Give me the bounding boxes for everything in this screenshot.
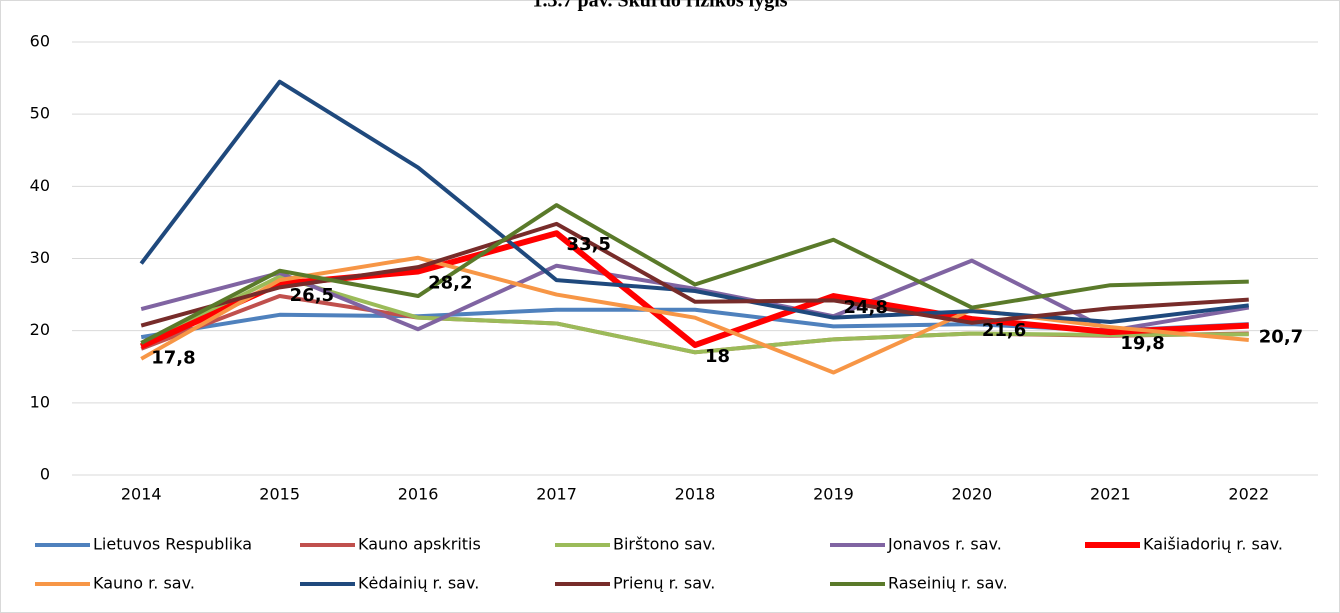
series-line xyxy=(140,258,1250,333)
legend-label: Raseinių r. sav. xyxy=(888,574,1008,593)
x-tick-label: 2018 xyxy=(675,485,716,504)
x-tick-label: 2014 xyxy=(121,485,162,504)
x-tick-label: 2020 xyxy=(952,485,993,504)
value-label: 20,7 xyxy=(1259,327,1303,348)
legend-label: Kaišiadorių r. sav. xyxy=(1143,535,1283,554)
x-tick-label: 2015 xyxy=(259,485,300,504)
y-tick-label: 10 xyxy=(30,392,50,411)
x-tick-label: 2022 xyxy=(1228,485,1269,504)
legend-label: Lietuvos Respublika xyxy=(93,535,252,554)
legend-label: Kėdainių r. sav. xyxy=(358,574,479,593)
y-tick-label: 20 xyxy=(30,320,50,339)
legend-label: Jonavos r. sav. xyxy=(887,535,1002,554)
value-label: 26,5 xyxy=(290,285,334,306)
x-tick-label: 2021 xyxy=(1090,485,1131,504)
value-label: 17,8 xyxy=(151,348,195,369)
y-tick-label: 50 xyxy=(30,104,50,123)
value-label: 21,6 xyxy=(982,320,1026,341)
value-label: 33,5 xyxy=(567,234,611,255)
series-line xyxy=(139,79,1250,325)
y-tick-label: 60 xyxy=(30,32,50,51)
y-tick-label: 30 xyxy=(30,248,50,267)
value-label: 28,2 xyxy=(428,272,472,293)
x-tick-label: 2017 xyxy=(536,485,577,504)
value-label: 19,8 xyxy=(1120,333,1164,354)
series-line xyxy=(140,255,1249,375)
chart-title: 1.3.7 pav. Skurdo rizikos lygis xyxy=(532,0,787,12)
series-line xyxy=(140,203,1249,345)
legend-label: Kauno r. sav. xyxy=(93,574,195,593)
legend-label: Kauno apskritis xyxy=(358,535,481,554)
x-tick-label: 2016 xyxy=(398,485,439,504)
legend-label: Birštono sav. xyxy=(613,535,716,554)
y-tick-label: 0 xyxy=(40,465,50,484)
value-label: 18 xyxy=(705,346,730,367)
y-tick-label: 40 xyxy=(30,176,50,195)
value-label: 24,8 xyxy=(843,297,887,318)
legend-label: Prienų r. sav. xyxy=(613,574,715,593)
x-tick-label: 2019 xyxy=(813,485,854,504)
